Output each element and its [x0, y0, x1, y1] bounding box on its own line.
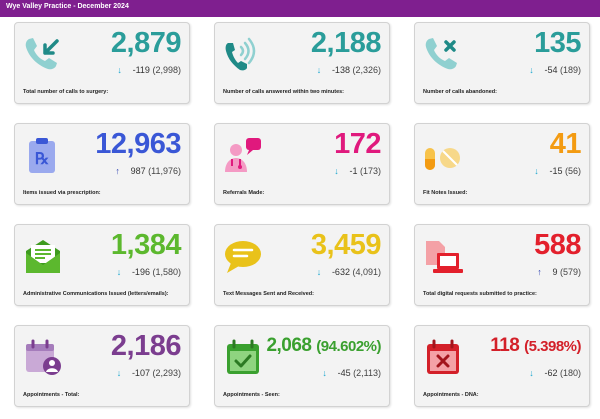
appointments-dna-label: Appointments - DNA: — [423, 392, 479, 398]
appointments-seen-label: Appointments - Seen: — [223, 392, 280, 398]
prescriptions-change: ↑ 987 (11,976) — [111, 166, 181, 176]
card-fit-notes: 41 ↓ -15 (56) Fit Notes Issued: — [414, 123, 590, 205]
envelope-letter-icon — [23, 237, 63, 275]
header-bar: Wye Valley Practice - December 2024 — [0, 0, 600, 17]
phone-missed-icon — [423, 35, 463, 73]
referrals-change: ↓ -1 (173) — [329, 166, 381, 176]
arrow-down-icon: ↓ — [322, 368, 327, 378]
arrow-up-icon: ↑ — [115, 166, 120, 176]
laptop-document-icon — [423, 237, 463, 275]
card-calls-answered: 2,188 ↓ -138 (2,326) Number of calls answ… — [214, 22, 390, 104]
digital-requests-value: 588 — [534, 229, 581, 261]
arrow-down-icon: ↓ — [529, 368, 534, 378]
card-admin-comms: 1,384 ↓ -196 (1,580) Administrative Commu… — [14, 224, 190, 306]
text-messages-label: Text Messages Sent and Received: — [223, 291, 314, 297]
card-digital-requests: 588 ↑ 9 (579) Total digital requests subm… — [414, 224, 590, 306]
arrow-down-icon: ↓ — [529, 65, 534, 75]
appointments-total-label: Appointments - Total: — [23, 392, 80, 398]
prescriptions-label: Items issued via prescription: — [23, 190, 101, 196]
arrow-down-icon: ↓ — [316, 267, 322, 277]
card-referrals: 172 ↓ -1 (173) Referrals Made: — [214, 123, 390, 205]
calls-abandoned-change: ↓ -54 (189) — [524, 65, 581, 75]
appointments-total-change: ↓ -107 (2,293) — [112, 368, 181, 378]
dashboard-title: Wye Valley Practice - December 2024 — [6, 3, 129, 10]
prescription-clipboard-icon: ℞ — [23, 136, 63, 174]
appointments-dna-percent: (5.398%) — [524, 338, 581, 355]
arrow-up-icon: ↑ — [537, 267, 542, 277]
card-prescriptions: ℞ 12,963 ↑ 987 (11,976) Items issued via … — [14, 123, 190, 205]
admin-comms-label: Administrative Communications Issued (le… — [23, 291, 169, 297]
card-appointments-seen: 2,068 (94.602%) ↓ -45 (2,113) Appointment… — [214, 325, 390, 407]
calls-total-value: 2,879 — [110, 27, 182, 59]
calls-abandoned-label: Number of calls abandoned: — [423, 89, 497, 95]
phone-ringing-icon — [223, 35, 263, 73]
appointments-dna-change: ↓ -62 (180) — [524, 368, 581, 378]
pills-icon — [423, 136, 463, 174]
fit-notes-change: ↓ -15 (56) — [529, 166, 581, 176]
referrals-value: 172 — [334, 128, 381, 160]
arrow-down-icon: ↓ — [116, 267, 122, 277]
fit-notes-value: 41 — [549, 128, 582, 160]
text-messages-change: ↓ -632 (4,091) — [312, 267, 381, 277]
appointments-total-value: 2,186 — [110, 330, 182, 362]
phone-incoming-icon — [23, 35, 63, 73]
card-appointments-total: 2,186 ↓ -107 (2,293) Appointments - Total… — [14, 325, 190, 407]
digital-requests-change: ↑ 9 (579) — [532, 267, 581, 277]
calls-answered-label: Number of calls answered within two minu… — [223, 89, 345, 95]
arrow-down-icon: ↓ — [117, 65, 122, 75]
calls-answered-change: ↓ -138 (2,326) — [312, 65, 381, 75]
calls-total-change: ↓ -119 (2,998) — [113, 65, 181, 75]
fit-notes-label: Fit Notes Issued: — [423, 190, 468, 196]
appointments-seen-percent: (94.602%) — [316, 338, 381, 355]
card-appointments-dna: 118 (5.398%) ↓ -62 (180) Appointments - D… — [414, 325, 590, 407]
appointments-seen-change: ↓ -45 (2,113) — [318, 368, 381, 378]
prescriptions-value: 12,963 — [95, 128, 181, 160]
svg-text:℞: ℞ — [35, 151, 49, 168]
card-calls-abandoned: 135 ↓ -54 (189) Number of calls abandoned… — [414, 22, 590, 104]
referrals-label: Referrals Made: — [223, 190, 265, 196]
card-calls-total: 2,879 ↓ -119 (2,998) Total number of call… — [14, 22, 190, 104]
calls-abandoned-value: 135 — [534, 27, 581, 59]
card-text-messages: 3,459 ↓ -632 (4,091) Text Messages Sent a… — [214, 224, 390, 306]
admin-comms-change: ↓ -196 (1,580) — [112, 267, 181, 277]
arrow-down-icon: ↓ — [316, 65, 322, 75]
calls-answered-value: 2,188 — [310, 27, 382, 59]
chat-bubble-icon — [223, 237, 263, 275]
calendar-person-icon — [23, 338, 63, 376]
calendar-check-icon — [223, 338, 263, 376]
doctor-consultation-icon — [223, 136, 263, 174]
admin-comms-value: 1,384 — [110, 229, 182, 261]
calendar-cross-icon — [423, 338, 463, 376]
arrow-down-icon: ↓ — [534, 166, 539, 176]
calls-total-label: Total number of calls to surgery: — [23, 89, 109, 95]
text-messages-value: 3,459 — [310, 229, 382, 261]
arrow-down-icon: ↓ — [334, 166, 339, 176]
appointments-seen-value: 2,068 (94.602%) — [266, 335, 381, 356]
digital-requests-label: Total digital requests submitted to prac… — [423, 291, 537, 297]
arrow-down-icon: ↓ — [116, 368, 122, 378]
appointments-dna-value: 118 (5.398%) — [490, 335, 581, 356]
